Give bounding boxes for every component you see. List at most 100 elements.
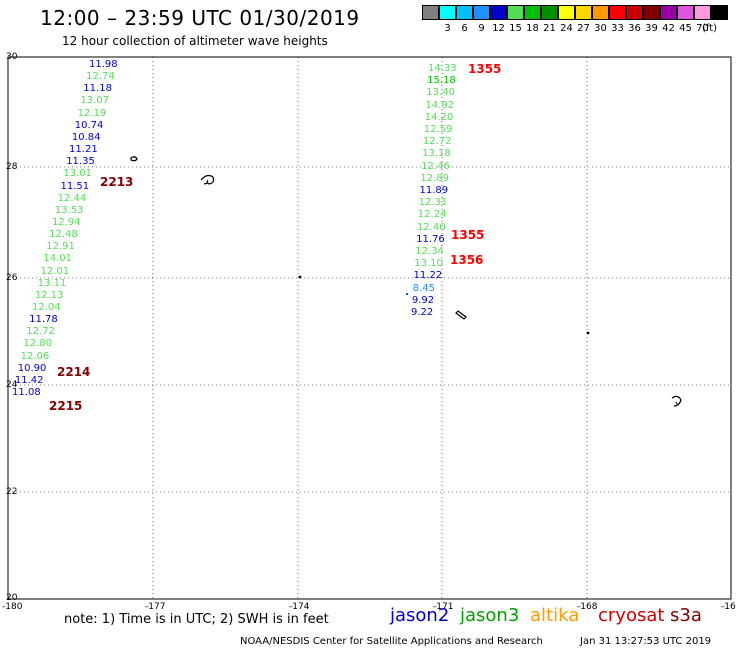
footer-credit: NOAA/NESDIS Center for Satellite Applica… [240, 636, 543, 647]
lat-label-24: 24 [6, 380, 18, 390]
colorbar-swatch [694, 5, 711, 20]
wave-height-point: 13.01 [63, 168, 92, 180]
wave-height-point: 8.45 [412, 282, 435, 294]
wave-height-point: 11.18 [83, 83, 112, 95]
wave-height-point: 11.98 [89, 59, 118, 70]
pass-time-label: 1355 [468, 62, 502, 76]
colorbar-swatch [439, 5, 456, 20]
colorbar-swatch [507, 5, 524, 20]
wave-height-point: 10.84 [71, 131, 101, 143]
colorbar-tick-label: 24 [560, 23, 573, 34]
island-laysan [671, 395, 682, 407]
satellite-legend-item: jason3 [460, 605, 520, 626]
colorbar-swatch [558, 5, 575, 20]
satellite-legend-item: altika [530, 605, 580, 626]
wave-height-point: 13.53 [54, 204, 84, 216]
wave-height-point: 12.89 [420, 172, 449, 184]
wave-height-point: 12.31 [418, 197, 448, 209]
wave-height-point: 11.42 [14, 374, 44, 386]
colorbar-tick-label: 45 [679, 23, 692, 34]
wave-height-point: 12.80 [23, 338, 53, 350]
wave-height-point: 15.18 [427, 75, 456, 87]
wave-height-point: 11.78 [29, 314, 58, 326]
map-border [7, 56, 732, 600]
islands [130, 156, 682, 407]
reef-dot [298, 275, 302, 279]
colorbar-tick-label: 9 [478, 23, 485, 34]
colorbar-swatch [473, 5, 490, 20]
colorbar-tick-label: 3 [444, 23, 451, 34]
lon-label-165: -16 [721, 602, 736, 612]
wave-height-point: 12.19 [77, 107, 107, 119]
graticule [8, 57, 731, 599]
wave-height-point: 12.34 [415, 246, 444, 257]
island-pearl-hermes [455, 310, 467, 320]
wave-height-point: 12.91 [46, 241, 75, 253]
satellite-legend-item: s3a [670, 605, 702, 626]
pass-time-label: 1356 [450, 253, 484, 267]
wave-height-point: 11.35 [66, 156, 95, 168]
lat-label-26: 26 [6, 273, 18, 283]
lat-label-22: 22 [6, 487, 18, 497]
wave-height-point: 12.94 [51, 216, 81, 228]
wave-height-point: 12.46 [421, 160, 450, 172]
wave-height-point: 13.10 [414, 258, 444, 270]
wave-height-point: 10.90 [17, 362, 47, 374]
colorbar-swatch [609, 5, 626, 20]
wave-height-point: 12.13 [34, 289, 64, 301]
wave-height-point: 9.92 [411, 294, 435, 306]
wave-height-point: 11.08 [12, 387, 41, 399]
colorbar-tick-label: 30 [594, 23, 607, 34]
footer-note: note: 1) Time is in UTC; 2) SWH is in fe… [64, 612, 329, 627]
footer-timestamp: Jan 31 13:27:53 UTC 2019 [580, 636, 712, 647]
lat-label-20: 20 [6, 593, 18, 603]
colorbar-tick-label: 6 [461, 23, 468, 34]
wave-height-point: 12.06 [20, 350, 50, 362]
wave-height-point: 10.74 [74, 119, 104, 131]
colorbar-swatch [490, 5, 507, 20]
reef-dot [406, 293, 408, 295]
wave-height-point: 11.76 [416, 233, 445, 245]
wave-height-point: 11.51 [60, 180, 90, 192]
colorbar-tick-label: 18 [526, 23, 539, 34]
pass-time-label: 2214 [57, 365, 91, 379]
wave-height-point: 13.18 [422, 148, 451, 160]
island-midway [200, 174, 215, 185]
lon-label-177: -177 [145, 602, 166, 612]
wave-height-point: 13.11 [37, 277, 67, 289]
wave-height-point: 12.40 [416, 221, 446, 233]
colorbar-tick-label: 39 [645, 23, 658, 34]
pass-time-label: 2215 [49, 399, 83, 413]
colorbar-tick-label: 36 [628, 23, 641, 34]
colorbar-swatch [456, 5, 473, 20]
wave-height-point: 11.89 [419, 185, 449, 196]
colorbar-tick-label: 27 [577, 23, 590, 34]
satellite-legend-item: cryosat [598, 605, 665, 626]
map-title: 12:00 – 23:59 UTC 01/30/2019 [40, 6, 360, 30]
wave-height-point: 14.33 [428, 63, 457, 74]
colorbar-tick-label: 15 [509, 23, 522, 34]
colorbar-tick-label: 12 [492, 23, 505, 34]
wave-height-point: 12.01 [40, 265, 70, 277]
colorbar-tick-label: 21 [543, 23, 556, 34]
wave-height-point: 11.21 [69, 144, 98, 156]
wave-height-point: 12.48 [49, 229, 78, 241]
map-subtitle: 12 hour collection of altimeter wave hei… [62, 34, 328, 48]
colorbar-swatch [643, 5, 660, 20]
lon-label-180: -180 [2, 602, 23, 612]
pass-time-label: 2213 [100, 175, 134, 189]
wave-height-point: 12.72 [422, 136, 452, 148]
colorbar-swatch [626, 5, 643, 20]
colorbar-swatch [575, 5, 592, 20]
wave-height-point: 12.74 [86, 71, 115, 83]
wave-height-point: 14.20 [424, 111, 454, 123]
lon-label-171: -171 [433, 602, 454, 612]
colorbar-swatch [422, 5, 439, 20]
colorbar-tick-label: 33 [611, 23, 624, 34]
colorbar-unit: (ft) [702, 23, 718, 34]
lat-label-30: 30 [6, 52, 18, 62]
colorbar-tick-label: 42 [662, 23, 675, 34]
lon-label-168: -168 [577, 602, 598, 612]
colorbar-swatch [524, 5, 541, 20]
colorbar-swatch [711, 5, 728, 20]
